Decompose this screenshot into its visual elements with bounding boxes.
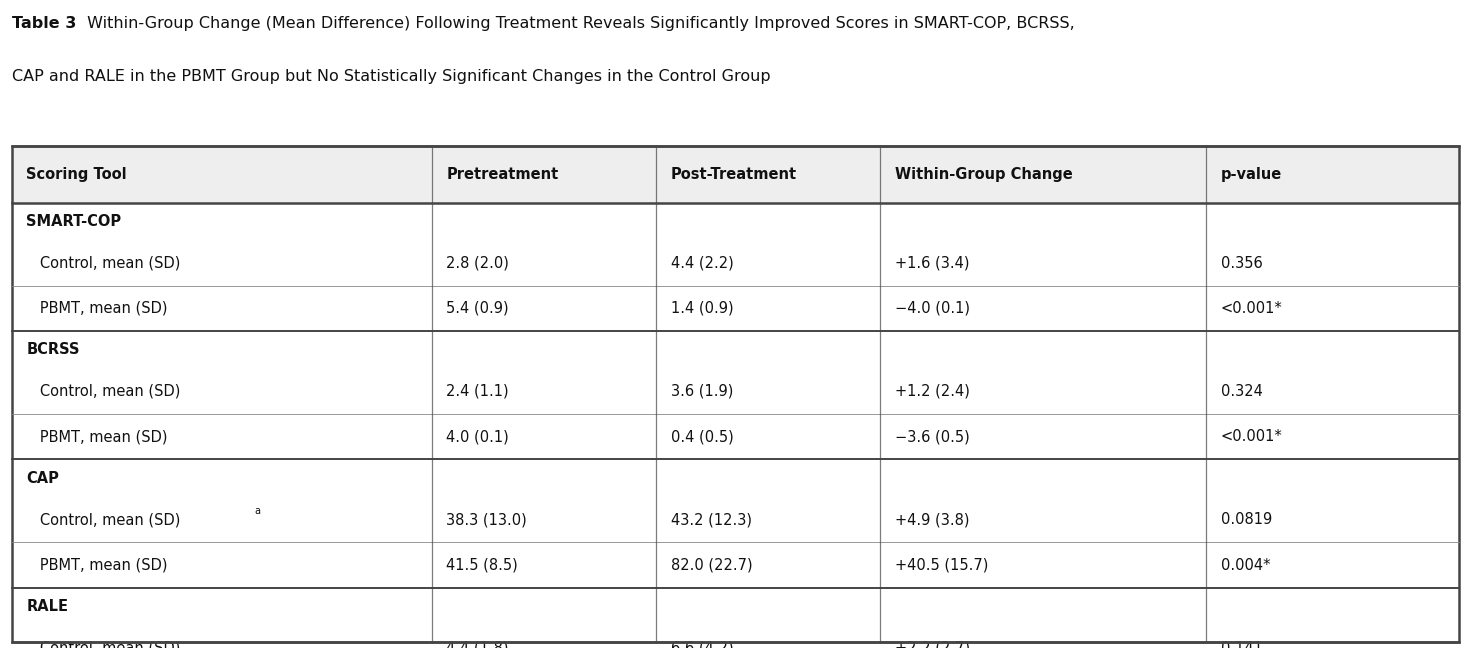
Bar — [12, 625, 1459, 648]
Bar — [12, 146, 1459, 642]
Text: <0.001*: <0.001* — [1221, 301, 1283, 316]
Text: −3.6 (0.5): −3.6 (0.5) — [894, 429, 969, 445]
Text: Post-Treatment: Post-Treatment — [671, 167, 797, 182]
Bar — [12, 542, 1459, 588]
Text: 0.0819: 0.0819 — [1221, 512, 1272, 527]
Text: 0.356: 0.356 — [1221, 255, 1262, 271]
Bar — [12, 369, 1459, 414]
Text: 6.6 (4.2): 6.6 (4.2) — [671, 640, 733, 648]
Bar — [12, 286, 1459, 331]
Bar — [12, 331, 1459, 369]
Text: 0.4 (0.5): 0.4 (0.5) — [671, 429, 734, 445]
Text: 5.4 (0.9): 5.4 (0.9) — [446, 301, 509, 316]
Text: Control, mean (SD): Control, mean (SD) — [26, 512, 181, 527]
Bar — [12, 414, 1459, 459]
Text: −4.0 (0.1): −4.0 (0.1) — [894, 301, 969, 316]
Text: Control, mean (SD): Control, mean (SD) — [26, 384, 181, 399]
Text: 38.3 (13.0): 38.3 (13.0) — [446, 512, 527, 527]
Bar — [12, 240, 1459, 286]
Bar — [12, 497, 1459, 542]
Text: 4.4 (2.2): 4.4 (2.2) — [671, 255, 734, 271]
Text: p-value: p-value — [1221, 167, 1281, 182]
Text: +2.2 (2.7): +2.2 (2.7) — [894, 640, 969, 648]
Text: 4.4 (1.8): 4.4 (1.8) — [446, 640, 509, 648]
Text: a: a — [254, 506, 260, 516]
Text: 3.6 (1.9): 3.6 (1.9) — [671, 384, 733, 399]
Text: <0.001*: <0.001* — [1221, 429, 1283, 445]
Bar — [12, 203, 1459, 240]
Text: Within-Group Change (Mean Difference) Following Treatment Reveals Significantly : Within-Group Change (Mean Difference) Fo… — [82, 16, 1075, 31]
Text: +1.2 (2.4): +1.2 (2.4) — [894, 384, 969, 399]
Text: 2.4 (1.1): 2.4 (1.1) — [446, 384, 509, 399]
Text: PBMT, mean (SD): PBMT, mean (SD) — [26, 301, 168, 316]
Text: 4.0 (0.1): 4.0 (0.1) — [446, 429, 509, 445]
Text: +4.9 (3.8): +4.9 (3.8) — [894, 512, 969, 527]
Text: 1.4 (0.9): 1.4 (0.9) — [671, 301, 733, 316]
Text: 82.0 (22.7): 82.0 (22.7) — [671, 557, 752, 573]
Text: PBMT, mean (SD): PBMT, mean (SD) — [26, 429, 168, 445]
Text: 0.004*: 0.004* — [1221, 557, 1269, 573]
Text: PBMT, mean (SD): PBMT, mean (SD) — [26, 557, 168, 573]
Text: +1.6 (3.4): +1.6 (3.4) — [894, 255, 969, 271]
Text: CAP: CAP — [26, 470, 59, 486]
Text: 41.5 (8.5): 41.5 (8.5) — [446, 557, 518, 573]
Text: BCRSS: BCRSS — [26, 342, 79, 358]
Text: 43.2 (12.3): 43.2 (12.3) — [671, 512, 752, 527]
Text: SMART-COP: SMART-COP — [26, 214, 122, 229]
Bar — [12, 588, 1459, 625]
Bar — [12, 459, 1459, 497]
Text: 0.141: 0.141 — [1221, 640, 1262, 648]
Text: RALE: RALE — [26, 599, 69, 614]
Text: 0.324: 0.324 — [1221, 384, 1262, 399]
Text: CAP and RALE in the PBMT Group but No Statistically Significant Changes in the C: CAP and RALE in the PBMT Group but No St… — [12, 69, 771, 84]
Text: Scoring Tool: Scoring Tool — [26, 167, 127, 182]
Text: +40.5 (15.7): +40.5 (15.7) — [894, 557, 989, 573]
Text: Pretreatment: Pretreatment — [446, 167, 559, 182]
Text: Control, mean (SD): Control, mean (SD) — [26, 640, 181, 648]
Text: 2.8 (2.0): 2.8 (2.0) — [446, 255, 509, 271]
Bar — [12, 146, 1459, 203]
Text: Within-Group Change: Within-Group Change — [894, 167, 1072, 182]
Text: Control, mean (SD): Control, mean (SD) — [26, 255, 181, 271]
Text: Table 3: Table 3 — [12, 16, 76, 31]
